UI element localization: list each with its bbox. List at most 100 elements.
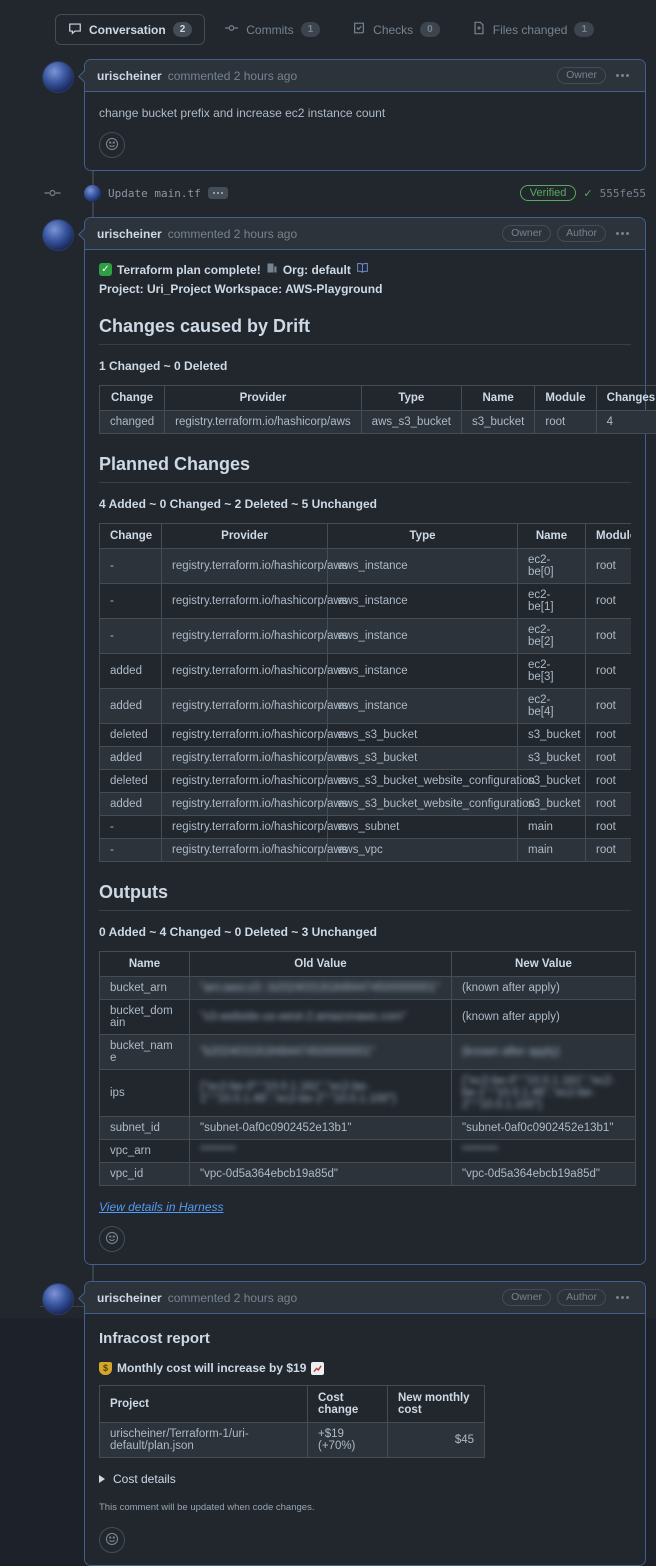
- table-row: vpc_arn ******** ********: [100, 1140, 636, 1163]
- avatar[interactable]: [42, 61, 74, 93]
- col-header: Change: [100, 524, 162, 549]
- plan-summary-line: ✓ Terraform plan complete! Org: default …: [99, 262, 631, 296]
- author-badge: Author: [557, 1289, 606, 1306]
- tab-conversation[interactable]: Conversation 2: [55, 14, 205, 45]
- output-name-cell: subnet_id: [100, 1117, 190, 1140]
- table-cell: ec2-be[2]: [518, 619, 586, 654]
- table-cell: registry.terraform.io/hashicorp/aws: [162, 654, 328, 689]
- table-cell: deleted: [100, 770, 162, 793]
- table-cell: registry.terraform.io/hashicorp/aws: [162, 839, 328, 862]
- table-row: deleted registry.terraform.io/hashicorp/…: [100, 770, 632, 793]
- avatar[interactable]: [84, 185, 101, 202]
- table-row: ips {"ec2-be-0":"10.0.1.161","ec2-be-1":…: [100, 1070, 636, 1117]
- view-details-link[interactable]: View details in Harness: [99, 1200, 224, 1214]
- table-cell: aws_s3_bucket_website_configuration: [328, 793, 518, 816]
- planned-table-scroller[interactable]: Change Provider Type Name Module Changes: [99, 523, 631, 862]
- output-old-value-cell: "s3-website-us-west-2.amazonaws.com": [190, 1000, 452, 1035]
- kebab-menu-icon[interactable]: [612, 72, 633, 79]
- table-row: - registry.terraform.io/hashicorp/aws aw…: [100, 839, 632, 862]
- pr-timeline: urischeiner commented 2 hours ago Owner …: [0, 59, 656, 1566]
- owner-badge: Owner: [502, 225, 551, 242]
- check-icon: ✓: [583, 187, 592, 200]
- table-cell: registry.terraform.io/hashicorp/aws: [162, 793, 328, 816]
- output-new-value-cell: (known after apply): [452, 1035, 636, 1070]
- table-cell: root: [586, 816, 632, 839]
- table-cell: ec2-be[0]: [518, 549, 586, 584]
- output-new-value-cell: "subnet-0af0c0902452e13b1": [452, 1117, 636, 1140]
- update-note: This comment will be updated when code c…: [99, 1502, 631, 1513]
- check-badge-icon: ✓: [99, 263, 112, 276]
- owner-badge: Owner: [502, 1289, 551, 1306]
- org-text: Org: default: [283, 263, 351, 277]
- table-cell: registry.terraform.io/hashicorp/aws: [162, 816, 328, 839]
- output-name-cell: bucket_arn: [100, 977, 190, 1000]
- col-header: Type: [328, 524, 518, 549]
- comment-author[interactable]: urischeiner: [97, 69, 162, 83]
- kebab-menu-icon[interactable]: [612, 230, 633, 237]
- table-row: deleted registry.terraform.io/hashicorp/…: [100, 724, 632, 747]
- add-reaction-button[interactable]: [99, 1527, 125, 1553]
- commit-sha-link[interactable]: 555fe55: [600, 187, 646, 200]
- infracost-heading: Infracost report: [99, 1330, 631, 1347]
- table-cell: root: [586, 619, 632, 654]
- comment-2: urischeiner commented 2 hours ago Owner …: [84, 217, 646, 1265]
- tab-label: Commits: [246, 23, 293, 37]
- table-row: - registry.terraform.io/hashicorp/aws aw…: [100, 619, 632, 654]
- output-old-value-cell: "subnet-0af0c0902452e13b1": [190, 1117, 452, 1140]
- comment-1: urischeiner commented 2 hours ago Owner …: [84, 59, 646, 171]
- drift-heading: Changes caused by Drift: [99, 316, 631, 345]
- cost-details-toggle[interactable]: Cost details: [99, 1472, 631, 1486]
- tab-commits[interactable]: Commits 1: [211, 14, 333, 45]
- tab-label: Files changed: [493, 23, 568, 37]
- col-header: Name: [461, 386, 534, 411]
- add-reaction-button[interactable]: [99, 1226, 125, 1252]
- table-row: - registry.terraform.io/hashicorp/aws aw…: [100, 584, 632, 619]
- table-cell: registry.terraform.io/hashicorp/aws: [162, 549, 328, 584]
- pr-tab-bar: Conversation 2 Commits 1 Checks 0: [0, 14, 656, 45]
- comment-author[interactable]: urischeiner: [97, 1291, 162, 1305]
- table-cell: aws_instance: [328, 619, 518, 654]
- table-cell: -: [100, 816, 162, 839]
- table-cell: registry.terraform.io/hashicorp/aws: [162, 619, 328, 654]
- table-cell: root: [586, 793, 632, 816]
- avatar[interactable]: [42, 219, 74, 251]
- col-header: New Value: [452, 952, 636, 977]
- comment-header: urischeiner commented 2 hours ago Owner …: [85, 218, 645, 250]
- commit-message-link[interactable]: Update main.tf: [108, 187, 201, 200]
- table-cell: changed: [100, 411, 165, 434]
- avatar[interactable]: [42, 1283, 74, 1315]
- table-cell: root: [586, 549, 632, 584]
- add-reaction-button[interactable]: [99, 132, 125, 158]
- commit-expander-button[interactable]: [208, 187, 228, 199]
- table-row: - registry.terraform.io/hashicorp/aws aw…: [100, 549, 632, 584]
- commit-icon: [44, 185, 61, 204]
- cost-change-cell: +$19 (+70%): [308, 1423, 388, 1458]
- table-row: changed registry.terraform.io/hashicorp/…: [100, 411, 656, 434]
- col-header: Project: [100, 1386, 308, 1423]
- author-badge: Author: [557, 225, 606, 242]
- comment-author[interactable]: urischeiner: [97, 227, 162, 241]
- outputs-subtext: 0 Added ~ 4 Changed ~ 0 Deleted ~ 3 Unch…: [99, 925, 631, 939]
- table-cell: registry.terraform.io/hashicorp/aws: [162, 584, 328, 619]
- table-cell: -: [100, 549, 162, 584]
- table-cell: root: [586, 584, 632, 619]
- table-cell: root: [586, 689, 632, 724]
- table-cell: 4: [596, 411, 656, 434]
- planned-heading: Planned Changes: [99, 454, 631, 483]
- tab-files-changed[interactable]: Files changed 1: [459, 14, 607, 45]
- verified-badge: Verified: [520, 185, 577, 201]
- commit-icon: [224, 21, 239, 38]
- table-cell: registry.terraform.io/hashicorp/aws: [162, 724, 328, 747]
- comment-body: Infracost report $ Monthly cost will inc…: [85, 1314, 645, 1565]
- table-cell: added: [100, 689, 162, 724]
- output-name-cell: vpc_id: [100, 1163, 190, 1186]
- comment-timestamp: commented 2 hours ago: [168, 1291, 297, 1305]
- kebab-menu-icon[interactable]: [612, 1294, 633, 1301]
- col-header: Name: [518, 524, 586, 549]
- table-cell: s3_bucket: [518, 747, 586, 770]
- project-text: Project: Uri_Project Workspace: AWS-Play…: [99, 282, 382, 296]
- tab-checks[interactable]: Checks 0: [339, 14, 453, 45]
- table-header-row: Name Old Value New Value: [100, 952, 636, 977]
- planned-subtext: 4 Added ~ 0 Changed ~ 2 Deleted ~ 5 Unch…: [99, 497, 631, 511]
- table-cell: -: [100, 839, 162, 862]
